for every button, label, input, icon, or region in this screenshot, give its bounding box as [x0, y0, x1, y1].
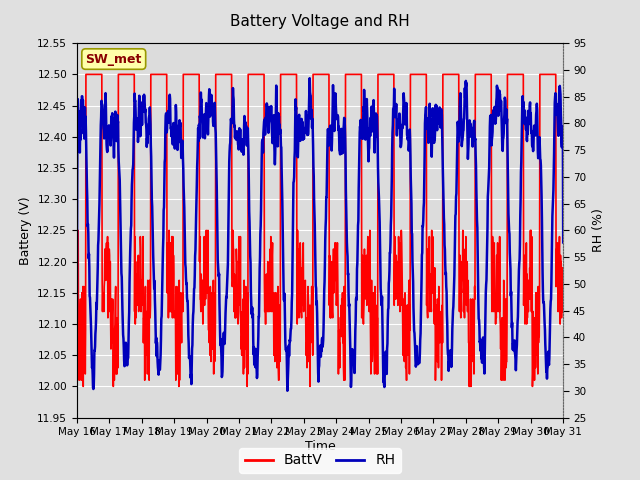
Text: SW_met: SW_met	[86, 53, 142, 66]
RH	[284, 388, 291, 394]
RH	[559, 240, 567, 245]
Y-axis label: RH (%): RH (%)	[592, 208, 605, 252]
RH	[306, 75, 314, 81]
BattV	[460, 240, 467, 246]
BattV	[236, 296, 244, 302]
X-axis label: Time: Time	[305, 440, 335, 453]
RH	[181, 243, 189, 249]
RH	[73, 317, 81, 323]
BattV	[79, 384, 87, 389]
Line: BattV: BattV	[77, 74, 563, 386]
RH	[170, 128, 177, 134]
Legend: BattV, RH: BattV, RH	[239, 448, 401, 473]
RH	[396, 111, 403, 117]
BattV	[82, 72, 90, 77]
BattV	[73, 315, 81, 321]
Line: RH: RH	[77, 78, 563, 391]
RH	[502, 113, 510, 119]
Y-axis label: Battery (V): Battery (V)	[19, 196, 31, 264]
RH	[460, 128, 467, 134]
BattV	[559, 309, 567, 314]
Text: Battery Voltage and RH: Battery Voltage and RH	[230, 14, 410, 29]
BattV	[396, 259, 403, 264]
BattV	[502, 365, 510, 371]
RH	[236, 125, 243, 131]
BattV	[182, 72, 189, 77]
BattV	[170, 271, 178, 277]
